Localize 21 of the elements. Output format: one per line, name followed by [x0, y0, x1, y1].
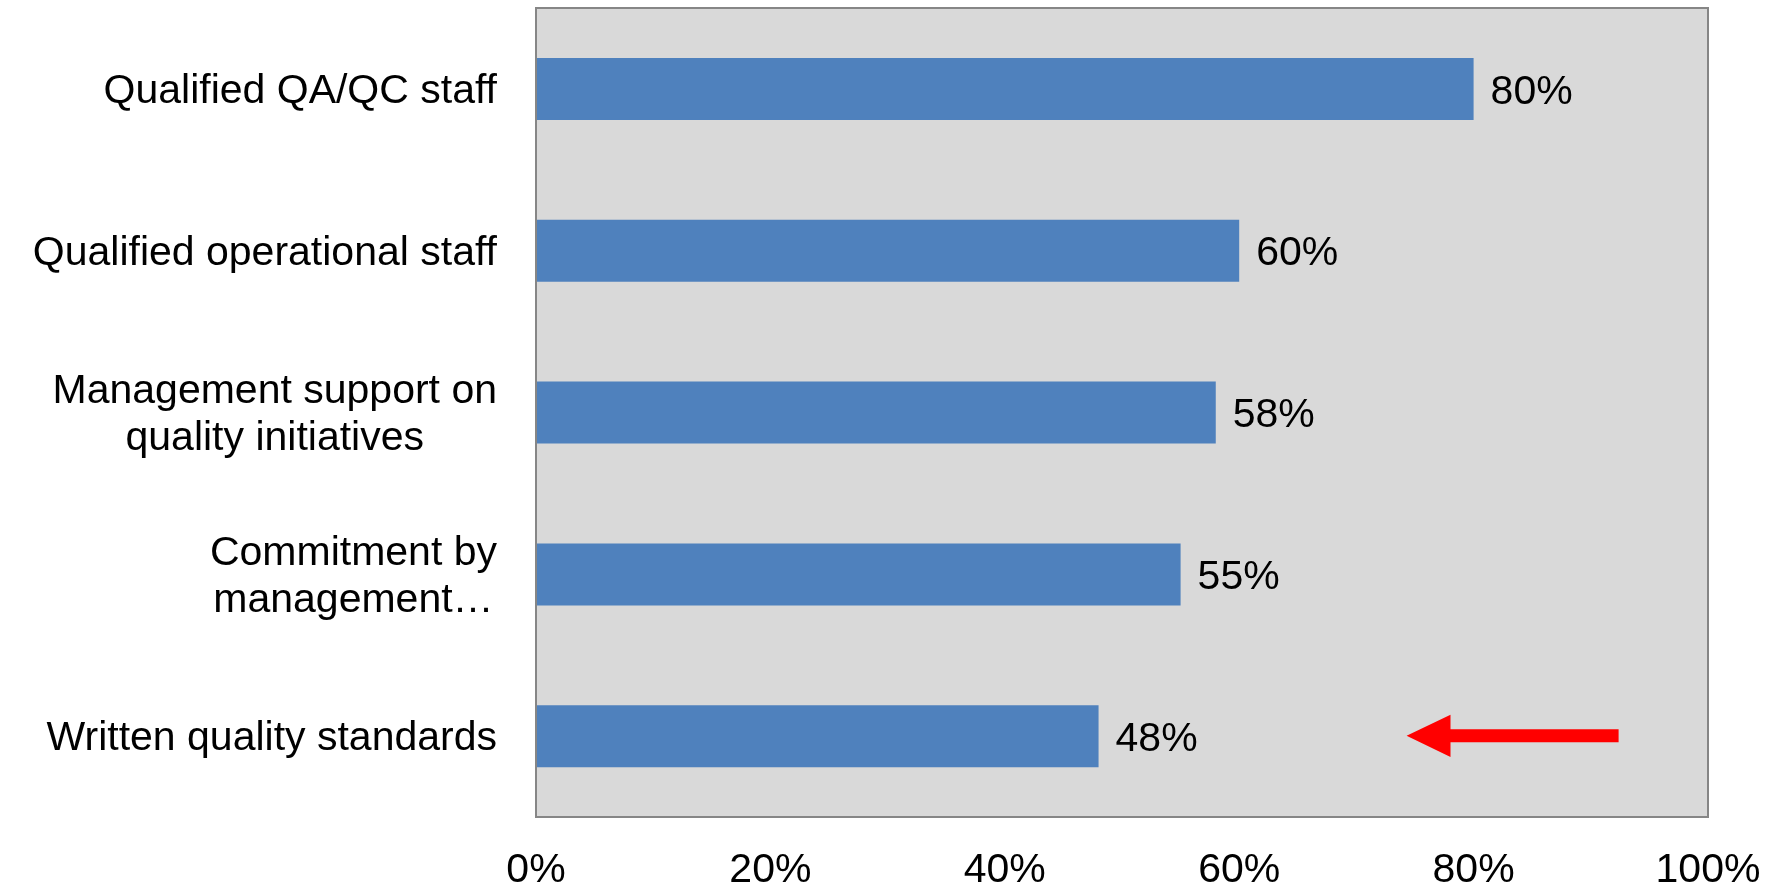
x-tick-label: 0%: [506, 845, 566, 888]
x-tick-label: 100%: [1655, 845, 1761, 888]
data-label: 80%: [1490, 66, 1573, 113]
data-label: 48%: [1115, 713, 1198, 760]
x-tick-label: 60%: [1198, 845, 1281, 888]
y-tick-label: Commitment by management…: [209, 528, 498, 622]
bar: [536, 705, 1099, 768]
y-tick-label: Written quality standards: [46, 713, 497, 760]
bar: [536, 381, 1216, 444]
x-tick-label: 40%: [963, 845, 1046, 888]
data-label: 58%: [1232, 390, 1315, 437]
y-tick-label: Management support on quality initiatives: [52, 366, 498, 460]
bar: [536, 58, 1474, 120]
x-tick-label: 20%: [729, 845, 812, 888]
data-label: 55%: [1197, 551, 1280, 598]
bar: [536, 543, 1181, 606]
bar: [536, 219, 1240, 282]
y-tick-label: Qualified operational staff: [32, 228, 498, 275]
x-tick-label: 80%: [1432, 845, 1515, 888]
data-label: 60%: [1256, 228, 1339, 275]
y-tick-label: Qualified QA/QC staff: [103, 66, 498, 113]
